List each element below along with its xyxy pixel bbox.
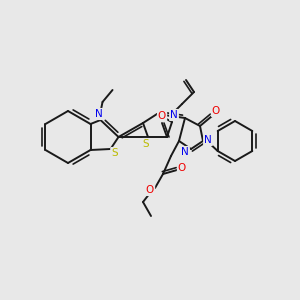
Text: O: O [158,111,166,121]
Text: S: S [111,148,118,158]
Text: O: O [178,163,186,173]
Text: N: N [204,135,212,145]
Text: S: S [143,139,149,149]
Text: N: N [170,110,178,120]
Text: O: O [146,185,154,195]
Text: N: N [94,109,102,119]
Text: N: N [181,147,189,157]
Text: O: O [212,106,220,116]
